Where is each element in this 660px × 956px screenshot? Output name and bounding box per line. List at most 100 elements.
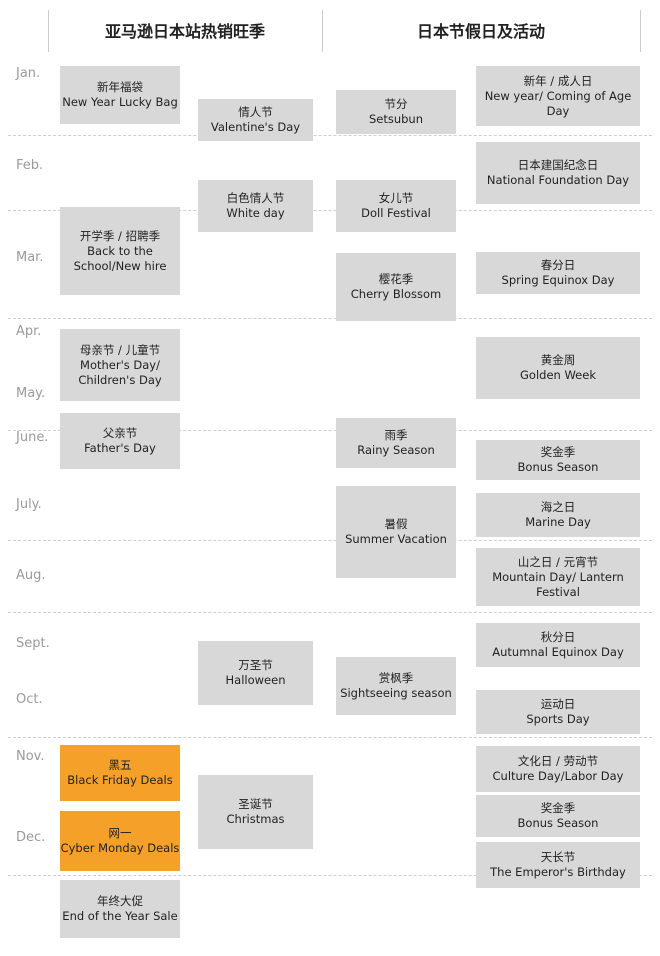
event-en: Setsubun (368, 112, 424, 126)
event-box: 节分 Setsubun (336, 90, 456, 134)
event-en: White day (226, 206, 285, 220)
month-separator (8, 875, 652, 876)
event-box: 圣诞节 Christmas (198, 775, 313, 849)
event-en: Father's Day (84, 441, 156, 455)
event-zh: 年终大促 (97, 894, 143, 908)
event-en: Autumnal Equinox Day (492, 645, 624, 659)
event-box: 情人节 Valentine's Day (198, 99, 313, 141)
event-box: 天长节 The Emperor's Birthday (476, 842, 640, 888)
event-en: Back to the School/New hire (73, 243, 167, 273)
event-en: Bonus Season (517, 816, 599, 830)
header-japan-holidays: 日本节假日及活动 (416, 22, 545, 41)
month-label: Apr. (16, 324, 42, 339)
event-en: Cyber Monday Deals (60, 841, 180, 855)
event-zh: 新年 / 成人日 (523, 73, 593, 88)
event-zh: 父亲节 (102, 426, 138, 440)
event-zh: 开学季 / 招聘季 (79, 228, 161, 243)
month-label: May. (16, 386, 46, 401)
divider (640, 10, 641, 52)
event-zh: 春分日 (540, 258, 576, 272)
event-zh: 樱花季 (378, 272, 414, 286)
event-zh: 秋分日 (540, 630, 576, 644)
event-en: Black Friday Deals (67, 773, 173, 787)
event-zh: 节分 (384, 97, 408, 111)
event-box: 日本建国纪念日 National Foundation Day (476, 142, 640, 204)
event-box: 黑五 Black Friday Deals (60, 745, 180, 801)
month-label: Dec. (16, 830, 46, 845)
month-separator (8, 737, 652, 738)
event-box: 秋分日 Autumnal Equinox Day (476, 623, 640, 667)
event-en: Sports Day (526, 712, 590, 726)
event-box: 黄金周 Golden Week (476, 337, 640, 399)
event-box: 雨季 Rainy Season (336, 418, 456, 468)
event-zh: 情人节 (238, 105, 273, 119)
event-zh: 山之日 / 元宵节 (517, 554, 599, 569)
month-separator (8, 210, 652, 211)
event-zh: 雨季 (384, 428, 408, 442)
divider (322, 10, 323, 52)
event-en: Summer Vacation (345, 532, 447, 546)
event-box: 父亲节 Father's Day (60, 413, 180, 469)
month-label: June. (16, 430, 49, 445)
event-zh: 天长节 (540, 850, 576, 864)
event-zh: 女儿节 (378, 191, 414, 205)
month-separator (8, 135, 652, 136)
event-box: 新年 / 成人日 New year/ Coming of Age Day (476, 66, 640, 126)
event-box: 奖金季 Bonus Season (476, 795, 640, 837)
event-en: Rainy Season (357, 443, 435, 457)
event-en: National Foundation Day (486, 173, 630, 187)
event-box: 年终大促 End of the Year Sale (60, 880, 180, 938)
month-separator (8, 612, 652, 613)
month-label: Aug. (16, 568, 46, 583)
month-separator (8, 540, 652, 541)
event-en: Sightseeing season (340, 686, 452, 700)
month-label: Jan. (16, 66, 41, 81)
month-label: Nov. (16, 749, 45, 764)
event-zh: 运动日 (540, 697, 576, 711)
event-en: Spring Equinox Day (501, 273, 615, 287)
event-box: 赏枫季 Sightseeing season (336, 657, 456, 715)
month-label: Oct. (16, 692, 43, 707)
event-box: 暑假 Summer Vacation (336, 486, 456, 578)
event-en: Mountain Day/ Lantern Festival (492, 569, 624, 599)
event-box: 白色情人节 White day (198, 180, 313, 232)
event-en: Cherry Blossom (350, 287, 442, 301)
month-separator (8, 430, 652, 431)
event-zh: 奖金季 (540, 801, 576, 815)
event-zh: 白色情人节 (226, 191, 285, 205)
event-en: Culture Day/Labor Day (492, 769, 624, 783)
event-box: 母亲节 / 儿童节 Mother's Day/ Children's Day (60, 329, 180, 401)
event-zh: 新年福袋 (97, 80, 143, 94)
month-label: Feb. (16, 158, 44, 173)
event-zh: 海之日 (540, 500, 576, 514)
event-box: 新年福袋 New Year Lucky Bag (60, 66, 180, 124)
event-box: 文化日 / 劳动节 Culture Day/Labor Day (476, 746, 640, 792)
event-zh: 文化日 / 劳动节 (517, 754, 599, 768)
event-en: Golden Week (520, 368, 596, 382)
event-en: Halloween (225, 673, 286, 687)
event-zh: 黑五 (108, 758, 132, 772)
event-en: New Year Lucky Bag (62, 95, 178, 109)
divider (48, 10, 49, 52)
header-amazon-seasons: 亚马逊日本站热销旺季 (104, 22, 265, 41)
event-en: Bonus Season (517, 460, 599, 474)
month-label: July. (16, 497, 42, 512)
event-box: 万圣节 Halloween (198, 641, 313, 705)
event-box: 山之日 / 元宵节 Mountain Day/ Lantern Festival (476, 548, 640, 606)
event-en: Christmas (226, 812, 285, 826)
event-zh: 暑假 (384, 517, 408, 531)
event-zh: 圣诞节 (238, 797, 273, 811)
event-en: The Emperor's Birthday (490, 865, 626, 879)
event-en: Valentine's Day (210, 120, 301, 134)
event-zh: 母亲节 / 儿童节 (79, 342, 161, 357)
month-label: Sept. (16, 636, 50, 651)
event-box: 运动日 Sports Day (476, 690, 640, 734)
event-zh: 黄金周 (540, 353, 576, 367)
event-en: Mother's Day/ Children's Day (78, 357, 162, 387)
event-box: 樱花季 Cherry Blossom (336, 253, 456, 321)
month-separator (8, 318, 652, 319)
event-zh: 奖金季 (540, 445, 576, 459)
event-box: 海之日 Marine Day (476, 493, 640, 537)
event-en: Doll Festival (361, 206, 431, 220)
